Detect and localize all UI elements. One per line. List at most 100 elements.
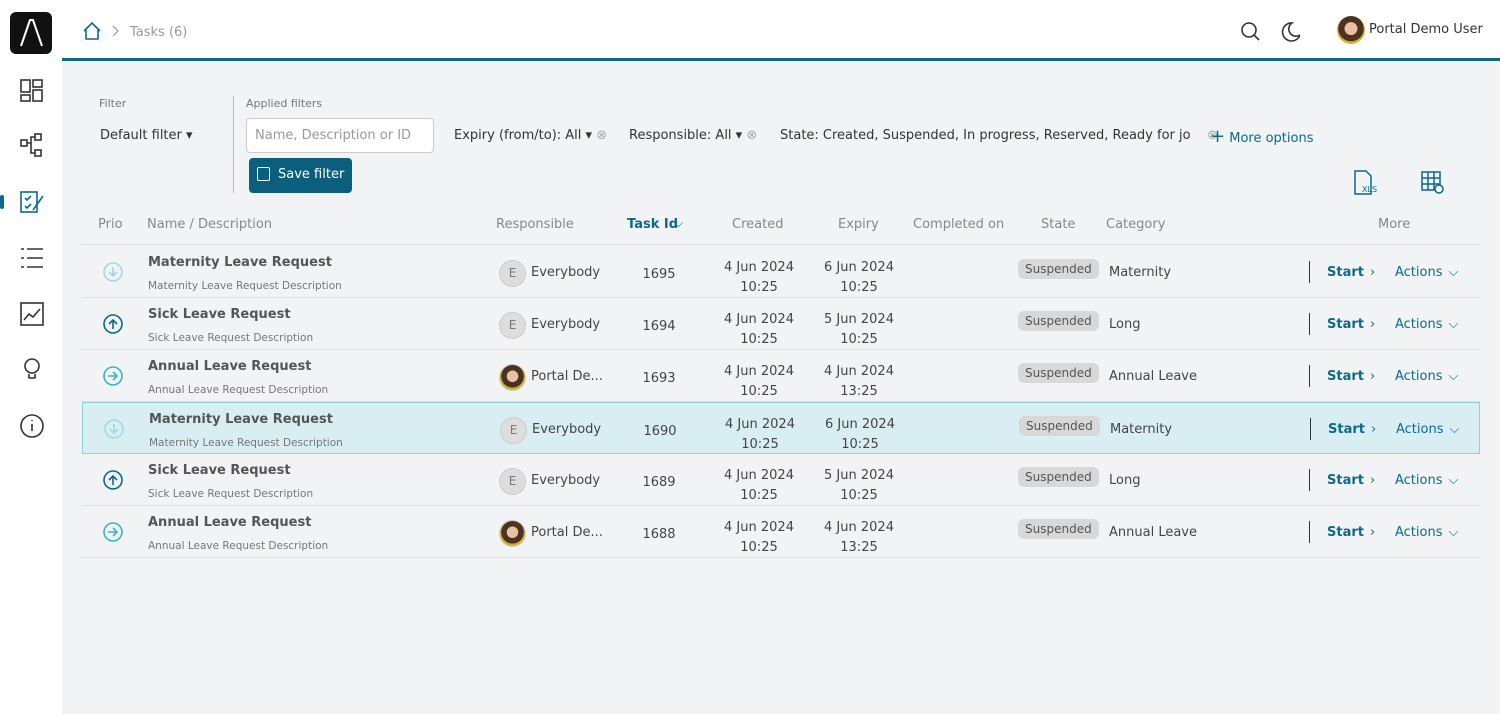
task-id: 1693 — [642, 371, 676, 386]
expiry-time: 10:25 — [840, 332, 878, 347]
actions-text: Actions — [1395, 317, 1443, 332]
column-header[interactable]: Name / Description — [147, 217, 273, 232]
chevron: › — [1369, 473, 1376, 488]
actions-button[interactable]: Actions ⌵ — [1396, 422, 1459, 437]
task-description: Sick Leave Request Description — [148, 488, 314, 500]
filter-label: Filter — [99, 97, 127, 110]
filter-select[interactable]: Default filter ▾ — [100, 128, 193, 143]
task-name: Maternity Leave Request — [149, 412, 333, 427]
task-row[interactable]: Maternity Leave Request Maternity Leave R… — [82, 246, 1480, 298]
more-text: More options — [1229, 131, 1314, 146]
nav-icons[interactable] — [19, 78, 45, 458]
applied-label: Applied filters — [246, 97, 323, 110]
start-text: Start — [1327, 525, 1364, 540]
expiry-date: 6 Jun 2024 — [825, 417, 895, 432]
start-button[interactable]: Start › — [1327, 473, 1375, 488]
created: 4 Jun 2024 10:25 — [709, 362, 809, 402]
column-header[interactable]: Responsible — [496, 217, 574, 232]
start-button[interactable]: Start › — [1327, 369, 1375, 384]
actions-text: Actions — [1395, 265, 1443, 280]
task-row[interactable]: Sick Leave Request Sick Leave Request Des… — [82, 298, 1480, 350]
user-name[interactable]: Portal Demo User — [1369, 22, 1483, 37]
divider — [1310, 418, 1311, 440]
created-date: 4 Jun 2024 — [724, 520, 794, 535]
sort-icon: ⌵ — [674, 216, 684, 230]
category: Annual Leave — [1109, 369, 1197, 384]
chevron: › — [1370, 422, 1377, 437]
header-icons[interactable] — [1240, 21, 1300, 43]
task-row[interactable]: Maternity Leave Request Maternity Leave R… — [82, 402, 1480, 454]
created-date: 4 Jun 2024 — [724, 364, 794, 379]
expiry: 6 Jun 2024 10:25 — [809, 258, 909, 298]
category: Maternity — [1109, 265, 1172, 280]
actions-button[interactable]: Actions ⌵ — [1395, 369, 1458, 384]
responsible: Everybody — [531, 317, 601, 332]
actions-button[interactable]: Actions ⌵ — [1395, 525, 1458, 540]
created-time: 10:25 — [740, 332, 778, 347]
start-button[interactable]: Start › — [1327, 525, 1375, 540]
column-header[interactable]: Prio — [98, 217, 123, 232]
task-name: Annual Leave Request — [148, 515, 312, 530]
more-options[interactable]: + More options — [1210, 126, 1314, 147]
divider — [1309, 365, 1310, 387]
export-icons[interactable]: XLS — [1353, 170, 1448, 196]
actions-button[interactable]: Actions ⌵ — [1395, 317, 1458, 332]
task-row[interactable]: Sick Leave Request Sick Leave Request Des… — [82, 454, 1480, 506]
sidebar — [0, 0, 62, 714]
search-input[interactable]: Name, Description or ID — [246, 118, 434, 153]
user-avatar[interactable] — [1337, 16, 1365, 44]
chip[interactable]: Responsible: All ▾ ⊗ — [629, 128, 758, 143]
breadcrumb-sep — [112, 25, 119, 37]
expiry: 4 Jun 2024 13:25 — [809, 518, 909, 558]
task-row[interactable]: Annual Leave Request Annual Leave Request… — [82, 506, 1480, 558]
column-header[interactable]: More — [1378, 217, 1411, 232]
created-date: 4 Jun 2024 — [725, 417, 795, 432]
start-button[interactable]: Start › — [1328, 422, 1376, 437]
home-icon[interactable] — [82, 21, 102, 41]
actions-button[interactable]: Actions ⌵ — [1395, 265, 1458, 280]
category: Long — [1109, 317, 1141, 332]
created-time: 10:25 — [740, 488, 778, 503]
created: 4 Jun 2024 10:25 — [710, 415, 810, 455]
task-name: Sick Leave Request — [148, 463, 291, 478]
actions-text: Actions — [1395, 369, 1443, 384]
chip-text: Responsible: All — [629, 128, 732, 143]
divider — [1309, 521, 1310, 543]
chevron: ⌵ — [1448, 369, 1459, 384]
prio-icon — [103, 314, 123, 334]
column-header[interactable]: Category — [1106, 217, 1166, 232]
category: Maternity — [1110, 422, 1173, 437]
save-filter-button[interactable]: Save filter — [249, 158, 352, 193]
task-row[interactable]: Annual Leave Request Annual Leave Request… — [82, 350, 1480, 402]
breadcrumb[interactable]: Tasks (6) — [130, 25, 188, 40]
start-button[interactable]: Start › — [1327, 265, 1375, 280]
divider — [1309, 261, 1310, 283]
start-text: Start — [1328, 422, 1365, 437]
actions-button[interactable]: Actions ⌵ — [1395, 473, 1458, 488]
start-text: Start — [1327, 473, 1364, 488]
task-description: Maternity Leave Request Description — [148, 280, 342, 292]
task-name: Maternity Leave Request — [148, 255, 332, 270]
start-button[interactable]: Start › — [1327, 317, 1375, 332]
expiry-time: 10:25 — [840, 488, 878, 503]
divider — [1309, 469, 1310, 491]
created: 4 Jun 2024 10:25 — [709, 466, 809, 506]
chip-text: State: Created, Suspended, In progress, … — [780, 128, 1191, 143]
column-header[interactable]: State — [1041, 217, 1076, 232]
avatar — [499, 364, 526, 391]
column-header[interactable]: Created — [732, 217, 784, 232]
task-name: Sick Leave Request — [148, 307, 291, 322]
chip[interactable]: Expiry (from/to): All ▾ ⊗ — [454, 128, 608, 143]
expiry: 5 Jun 2024 10:25 — [809, 310, 909, 350]
logo[interactable] — [10, 12, 52, 54]
divider — [233, 96, 234, 193]
column-header[interactable]: Completed on — [913, 217, 1005, 232]
expiry-date: 6 Jun 2024 — [824, 260, 894, 275]
chip[interactable]: State: Created, Suspended, In progress, … — [780, 128, 1219, 143]
created: 4 Jun 2024 10:25 — [709, 310, 809, 350]
created-date: 4 Jun 2024 — [724, 312, 794, 327]
task-id: 1689 — [642, 475, 676, 490]
column-header[interactable]: Task Id — [627, 217, 679, 232]
column-header[interactable]: Expiry — [838, 217, 879, 232]
